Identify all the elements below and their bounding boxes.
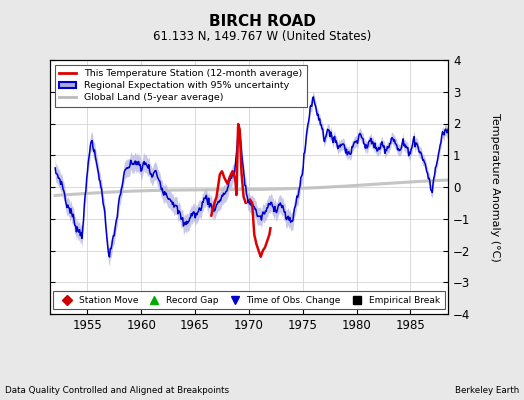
- Text: Berkeley Earth: Berkeley Earth: [454, 386, 519, 395]
- Text: BIRCH ROAD: BIRCH ROAD: [209, 14, 315, 29]
- Legend: Station Move, Record Gap, Time of Obs. Change, Empirical Break: Station Move, Record Gap, Time of Obs. C…: [53, 292, 444, 310]
- Text: 61.133 N, 149.767 W (United States): 61.133 N, 149.767 W (United States): [153, 30, 371, 43]
- Text: Data Quality Controlled and Aligned at Breakpoints: Data Quality Controlled and Aligned at B…: [5, 386, 230, 395]
- Y-axis label: Temperature Anomaly (°C): Temperature Anomaly (°C): [490, 113, 500, 261]
